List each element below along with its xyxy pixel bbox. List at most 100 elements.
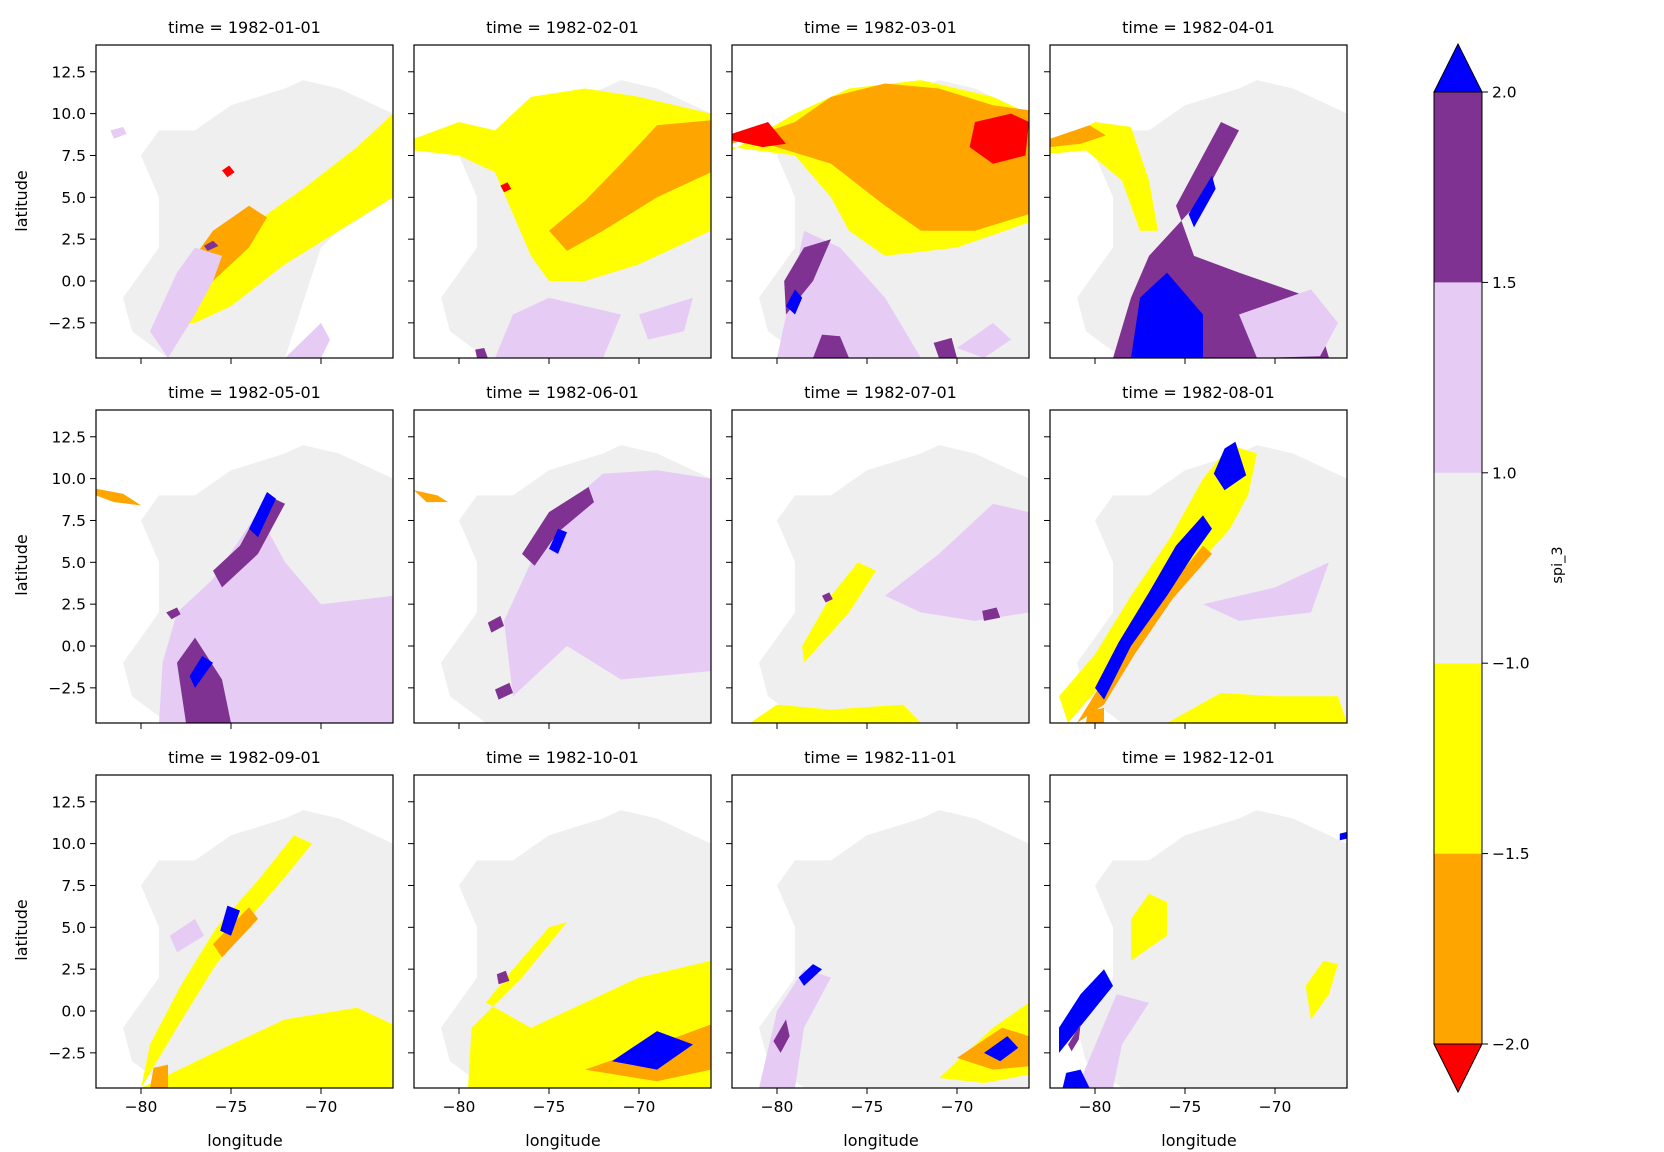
panel-frame — [1049, 44, 1348, 359]
x-tick-label: −80 — [125, 1098, 158, 1116]
spi-region — [204, 240, 219, 251]
spi-region — [487, 615, 504, 633]
spi-region — [1062, 1069, 1090, 1088]
heatmap-field — [414, 80, 711, 358]
colorbar-under-triangle — [1433, 1043, 1483, 1094]
spi-region — [285, 322, 330, 358]
facet-panel-7: time = 1982-07-01 — [726, 383, 1030, 729]
spi-region — [495, 297, 621, 358]
spi-region — [1305, 960, 1338, 1020]
spi-region — [475, 348, 488, 358]
y-tick-label: 0.0 — [61, 1003, 86, 1021]
facet-panel-6: time = 1982-06-01 — [408, 383, 712, 729]
y-tick-label: −2.5 — [48, 1044, 86, 1062]
facet-panel-1: time = 1982-01-01 −2.5 0.0 2.5 5.0 7.5 10.0 12.… — [48, 18, 394, 364]
colorbar-label: spi_3 — [1550, 546, 1566, 583]
x-tick-label: −80 — [761, 1098, 794, 1116]
y-tick-label: 7.5 — [61, 147, 86, 165]
spi-region — [759, 810, 1029, 1088]
spi-region — [612, 1031, 693, 1070]
x-tick-label: −70 — [623, 1098, 656, 1116]
y-tick-label: 10.0 — [51, 470, 86, 488]
panel-title: time = 1982-04-01 — [1122, 18, 1275, 37]
spi-region — [495, 682, 513, 700]
spi-region — [522, 487, 594, 566]
spi-region — [1203, 562, 1329, 621]
y-tick-label: 0.0 — [61, 273, 86, 291]
colorbar-tick-label: 2.0 — [1492, 84, 1517, 102]
x-axis-label-col3: longitude — [843, 1131, 918, 1150]
spi-region — [1131, 893, 1167, 961]
spi-region — [150, 1064, 168, 1088]
heatmap-field — [732, 80, 1029, 358]
panel-title: time = 1982-11-01 — [804, 748, 957, 767]
panel-title: time = 1982-12-01 — [1122, 748, 1275, 767]
panel-frame — [413, 409, 712, 724]
x-tick-label: −70 — [1259, 1098, 1292, 1116]
y-tick-label: 0.0 — [61, 638, 86, 656]
facet-panel-9: time = 1982-09-01 −80 −75 −70 −2.5 0.0 2.5 5.0 7… — [48, 748, 394, 1116]
spi-region — [1339, 831, 1347, 841]
spi-region — [822, 592, 833, 603]
y-tick-label: −2.5 — [48, 679, 86, 697]
panel-frame — [731, 774, 1030, 1089]
spi-region — [813, 334, 849, 358]
x-axis-label-col2: longitude — [525, 1131, 600, 1150]
spi-region — [1077, 810, 1347, 1088]
x-tick-label: −75 — [1169, 1098, 1202, 1116]
spi-region — [957, 322, 1011, 358]
spi-region — [1131, 272, 1203, 358]
heatmap-field — [1050, 80, 1347, 358]
panel-title: time = 1982-06-01 — [486, 383, 639, 402]
panel-frame — [1049, 409, 1348, 724]
spi-region — [96, 488, 141, 506]
panel-frame — [413, 44, 712, 359]
y-tick-label: 10.0 — [51, 105, 86, 123]
spi-region — [759, 445, 1029, 723]
colorbar-band — [1434, 663, 1482, 854]
spi-region — [984, 1036, 1019, 1062]
spi-region — [189, 656, 213, 688]
heatmap-field — [1059, 441, 1347, 723]
spi-region — [249, 492, 276, 538]
y-tick-label: 12.5 — [51, 793, 86, 811]
panel-frame — [731, 44, 1030, 359]
spi-region — [496, 970, 510, 985]
panels-layer: time = 1982-01-01 −2.5 0.0 2.5 5.0 7.5 10.0 12.… — [48, 18, 1348, 1116]
x-axis-label-col4: longitude — [1161, 1131, 1236, 1150]
spi-region — [885, 503, 1029, 621]
spi-region — [759, 969, 831, 1088]
y-tick-label: 2.5 — [61, 231, 86, 249]
x-tick-label: −75 — [533, 1098, 566, 1116]
heatmap-field — [414, 445, 711, 723]
panel-title: time = 1982-08-01 — [1122, 383, 1275, 402]
colorbar-band — [1434, 282, 1482, 473]
panel-title: time = 1982-05-01 — [168, 383, 321, 402]
x-tick-label: −80 — [1079, 1098, 1112, 1116]
spi-region — [1077, 994, 1149, 1088]
y-tick-label: 7.5 — [61, 877, 86, 895]
colorbar-frame — [1433, 91, 1483, 1045]
y-axis-label-row2: latitude — [12, 534, 31, 595]
panel-title: time = 1982-09-01 — [168, 748, 321, 767]
heatmap-field — [759, 810, 1029, 1088]
colorbar-tick-label: −1.0 — [1492, 655, 1530, 673]
facet-panel-11: time = 1982-11-01 −80 −75 −70 — [726, 748, 1030, 1116]
spi-region — [786, 289, 803, 315]
spi-region — [1188, 175, 1216, 228]
spi-region — [213, 907, 258, 958]
y-tick-label: −2.5 — [48, 314, 86, 332]
y-axis-label-row1: latitude — [12, 170, 31, 231]
colorbar: spi_3 −2.0 −1.5 −1.0 1.0 1.5 2.0 — [1433, 42, 1566, 1094]
colorbar-band — [1434, 472, 1482, 664]
spi-region — [798, 964, 822, 986]
spi-region — [933, 337, 957, 358]
x-tick-label: −70 — [941, 1098, 974, 1116]
heatmap-field — [441, 810, 711, 1088]
facet-panel-2: time = 1982-02-01 — [408, 18, 712, 364]
facet-panel-3: time = 1982-03-01 — [726, 18, 1030, 364]
heatmap-field — [1059, 810, 1347, 1088]
colorbar-tick-label: 1.0 — [1492, 464, 1517, 482]
spi-region — [213, 495, 285, 588]
